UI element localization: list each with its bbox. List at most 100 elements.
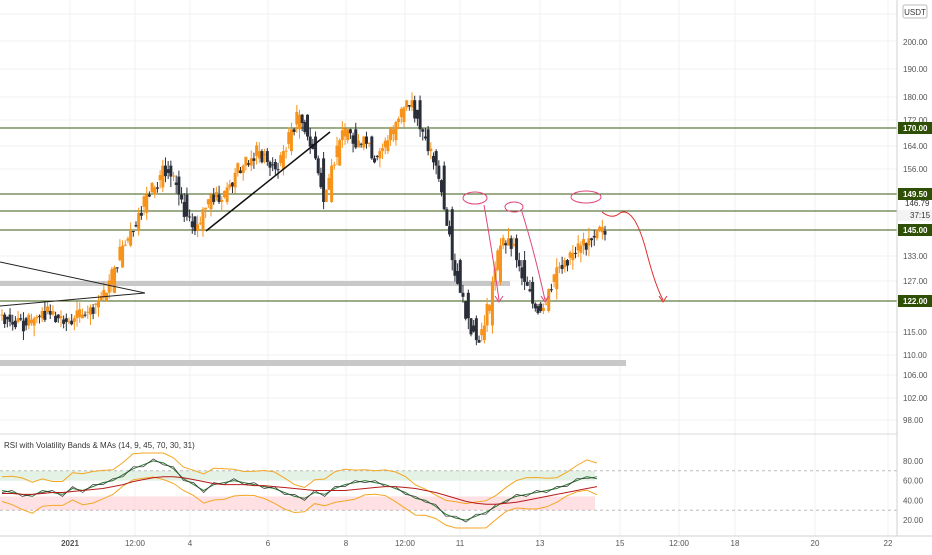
candle-body (448, 226, 452, 235)
candle-body (536, 306, 540, 314)
candle-body (335, 145, 339, 158)
support-zones (0, 281, 626, 366)
candle-body (190, 221, 194, 228)
candle-body (158, 175, 162, 181)
time-tick-label: 2021 (61, 539, 79, 548)
peak-ellipse[interactable] (462, 191, 488, 205)
candles (0, 92, 607, 346)
candle-body (225, 187, 229, 202)
candle-body (485, 304, 489, 326)
time-tick-label: 15 (616, 539, 625, 548)
axes: 210.00200.00190.00180.00172.00164.00156.… (61, 9, 932, 548)
projection-arrow[interactable] (521, 211, 546, 301)
candle-body (507, 238, 511, 246)
currency-badge[interactable] (902, 4, 928, 19)
candle-body (107, 280, 111, 293)
candle-body (222, 191, 226, 198)
candle-body (131, 231, 135, 233)
candle-body (547, 289, 551, 311)
drawings[interactable] (0, 131, 668, 307)
level-price-label-bg[interactable] (898, 295, 932, 307)
candle-body (531, 281, 535, 304)
candle-body (206, 199, 210, 205)
candle-body (595, 231, 599, 239)
triangle-lower-line[interactable] (0, 292, 146, 307)
triangle-upper-line[interactable] (0, 261, 146, 294)
candle-body (153, 187, 157, 195)
arrow-head (658, 295, 668, 303)
rsi-oversold-zone (0, 496, 595, 511)
candle-body (102, 289, 106, 298)
time-tick-label: 18 (731, 539, 740, 548)
candle-body (244, 156, 248, 166)
candle-body (509, 238, 513, 249)
candle-body (16, 318, 20, 322)
candle-body (354, 129, 358, 148)
candle-body (421, 129, 425, 132)
candle-body (431, 155, 435, 163)
time-tick-label: 11 (456, 539, 465, 548)
candle-body (525, 281, 529, 286)
candle-body (437, 165, 441, 179)
projection-curve[interactable] (601, 211, 664, 301)
candle-body (587, 238, 591, 246)
time-tick-label: 8 (344, 539, 349, 548)
rsi-tick-label: 20.00 (903, 516, 924, 525)
candle-body (139, 212, 143, 216)
candle-body (464, 301, 468, 319)
peak-ellipse[interactable] (504, 201, 524, 213)
candle-body (584, 243, 588, 250)
candle-body (375, 155, 379, 157)
candle-body (230, 182, 234, 187)
candle-body (260, 151, 264, 163)
rsi-indicator-title[interactable]: RSI with Volatility Bands & MAs (14, 9, … (4, 441, 195, 450)
price-tick-label: 156.00 (903, 165, 928, 174)
level-price-label-bg[interactable] (898, 188, 932, 200)
price-tick-label: 115.00 (903, 328, 927, 337)
candle-body (544, 303, 548, 305)
rsi-overbought-zone (0, 470, 595, 481)
candle-body (319, 172, 323, 188)
candle-body (322, 158, 326, 202)
candle-body (126, 238, 130, 241)
candle-body (466, 292, 470, 319)
candle-body (110, 269, 114, 285)
candle-body (517, 260, 521, 267)
candle-body (528, 289, 532, 292)
candle-body (188, 216, 192, 218)
candle-body (86, 311, 90, 313)
candle-body (27, 314, 31, 326)
candle-body (147, 194, 151, 197)
candle-body (490, 281, 494, 326)
candle-body (402, 107, 406, 123)
candle-body (523, 260, 527, 282)
candle-body (362, 136, 366, 148)
candle-body (172, 175, 176, 177)
peak-ellipse[interactable] (570, 190, 602, 204)
candle-body (59, 316, 63, 319)
candle-body (327, 177, 331, 190)
candle-body (477, 340, 481, 343)
candle-body (367, 143, 371, 145)
candle-body (429, 148, 433, 152)
candle-body (303, 122, 307, 133)
candle-body (220, 199, 224, 202)
rsi-ma-line (2, 476, 598, 505)
candle-body (51, 311, 55, 315)
time-tick-label: 6 (266, 539, 271, 548)
time-tick-label: 22 (884, 539, 893, 548)
level-price-label-bg[interactable] (898, 122, 932, 134)
candle-body (590, 238, 594, 241)
candle-body (32, 318, 36, 326)
candle-body (56, 314, 60, 319)
level-price-label-bg[interactable] (898, 224, 932, 236)
trend-line[interactable] (205, 131, 331, 232)
projection-arrow[interactable] (483, 204, 500, 301)
candle-body (520, 267, 524, 279)
candle-body (498, 245, 502, 282)
candle-body (378, 151, 382, 159)
candle-body (295, 111, 299, 125)
time-tick-label: 13 (536, 539, 545, 548)
